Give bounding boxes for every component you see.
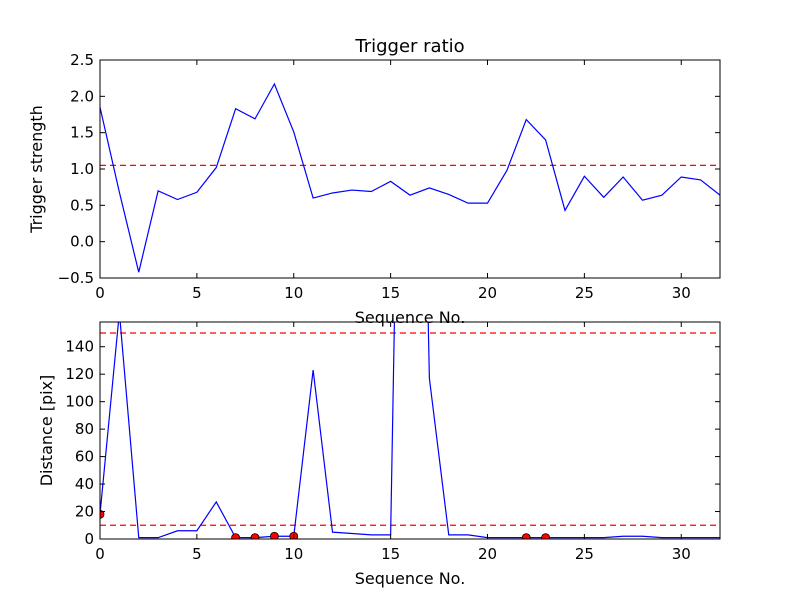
x-tick-label: 25 xyxy=(575,545,594,563)
x-axis-label: Sequence No. xyxy=(355,308,466,327)
x-tick-label: 25 xyxy=(575,284,594,302)
y-axis-label: Trigger strength xyxy=(27,105,46,234)
plot-area xyxy=(100,82,720,273)
data-point-marker xyxy=(250,533,260,539)
y-tick-label: 80 xyxy=(75,420,94,438)
x-tick-label: 5 xyxy=(192,545,202,563)
y-tick-label: 140 xyxy=(65,338,94,356)
y-tick-label: −0.5 xyxy=(58,269,94,287)
x-tick-label: 15 xyxy=(381,284,400,302)
trigger-ratio-chart: Trigger ratio Trigger strength 0 5 10 15 20 2… xyxy=(27,36,721,302)
data-point-marker xyxy=(100,509,105,519)
chart-title: Trigger ratio xyxy=(354,36,464,57)
x-tick-label: 0 xyxy=(95,545,105,563)
x-tick-label: 10 xyxy=(284,284,303,302)
x-tick-label: 30 xyxy=(672,545,691,563)
y-tick-label: 40 xyxy=(75,475,94,493)
x-axis-label: Sequence No. xyxy=(355,569,466,588)
data-point-marker xyxy=(521,533,531,539)
y-tick-label: 2.5 xyxy=(70,51,94,69)
y-tick-label: 120 xyxy=(65,365,94,383)
y-tick-label: 60 xyxy=(75,448,94,466)
y-tick-label: 0 xyxy=(84,530,94,548)
x-tick-label: 0 xyxy=(95,284,105,302)
x-tick-label: 30 xyxy=(672,284,691,302)
x-tick-label: 10 xyxy=(284,545,303,563)
distance-chart: Sequence No. Distance [pix] 0 5 10 15 20 25 30… xyxy=(37,321,721,588)
y-tick-label: 0.0 xyxy=(70,233,94,251)
y-tick-label: 20 xyxy=(75,503,94,521)
plot-frame xyxy=(99,321,721,540)
series-line xyxy=(100,322,720,539)
plot-area xyxy=(100,322,720,539)
series-line xyxy=(100,82,720,273)
x-tick-label: 5 xyxy=(192,284,202,302)
x-tick-label: 20 xyxy=(478,545,497,563)
x-tick-label: 15 xyxy=(381,545,400,563)
y-tick-label: 100 xyxy=(65,393,94,411)
y-tick-label: 1.0 xyxy=(70,160,94,178)
y-tick-label: 2.0 xyxy=(70,87,94,105)
data-point-marker xyxy=(269,531,279,539)
y-tick-label: 1.5 xyxy=(70,124,94,142)
data-point-marker xyxy=(231,533,241,539)
plot-frame xyxy=(99,59,721,279)
y-tick-label: 0.5 xyxy=(70,196,94,214)
x-tick-label: 20 xyxy=(478,284,497,302)
y-axis-label: Distance [pix] xyxy=(37,375,56,487)
data-point-marker xyxy=(541,533,551,539)
